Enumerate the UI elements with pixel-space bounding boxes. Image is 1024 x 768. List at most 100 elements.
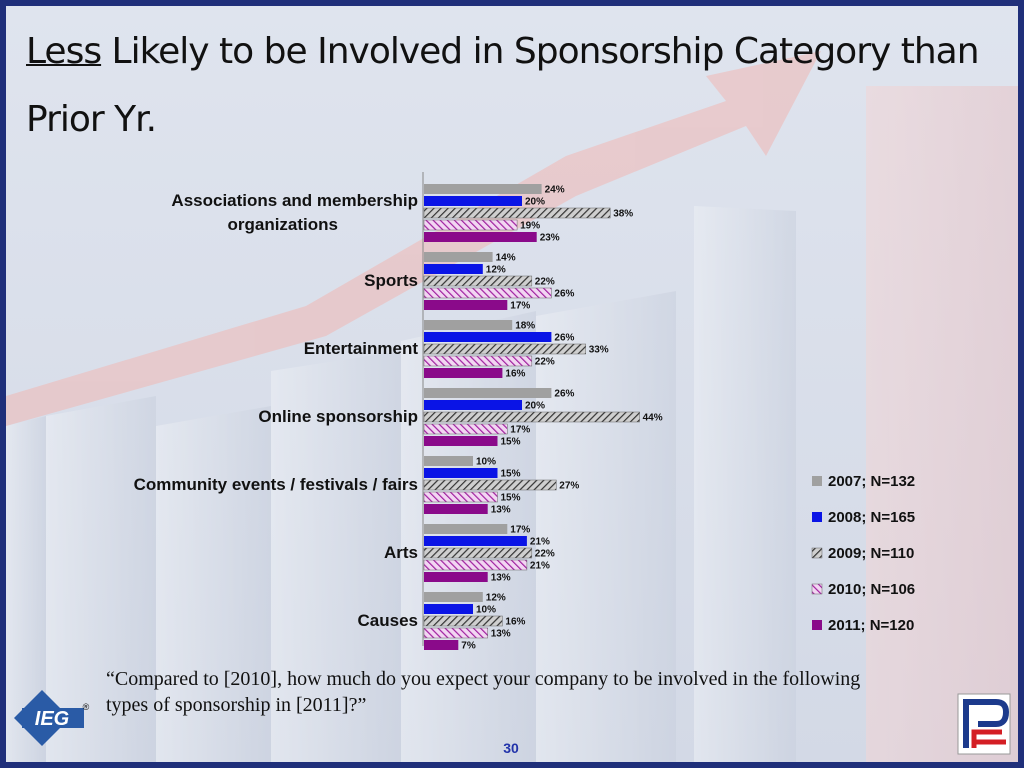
bar-online-sponsorship-2011-n-120 [424,436,498,446]
data-label: 19% [520,221,540,232]
data-label: 23% [540,233,560,244]
bar-entertainment-2011-n-120 [424,368,503,378]
bar-sports-2009-n-110 [423,275,533,287]
bar-chart: 24%20%38%19%23%14%12%22%26%17%18%26%33%2… [134,172,915,652]
data-label: 33% [589,345,609,356]
bar-sports-2011-n-120 [424,300,508,310]
slide: Less Likely to be Involved in Sponsorshi… [6,6,1018,762]
bar-online-sponsorship-2010-n-106 [423,423,508,435]
data-label: 15% [501,469,521,480]
title-rest: Likely to be Involved in Sponsorship Cat… [26,31,980,140]
survey-question: “Compared to [2010], how much do you exp… [106,668,861,716]
data-label: 26% [554,289,574,300]
data-label: 21% [530,561,550,572]
data-label: 17% [510,301,530,312]
legend-swatch [812,620,822,630]
title-underlined-word: Less [26,31,102,72]
bar-entertainment-2007-n-132 [424,320,513,330]
bar-arts-2007-n-132 [424,524,508,534]
data-label: 10% [476,605,496,616]
ieg-logo-registered-mark: ® [83,702,90,712]
bar-causes-2011-n-120 [424,640,459,650]
background-graphic [6,51,1018,762]
data-label: 26% [554,389,574,400]
bar-associations-and-membership-organizations-2010-n-106 [423,219,518,231]
bar-associations-and-membership-organizations-2008-n-165 [424,196,522,206]
data-label: 22% [535,277,555,288]
bar-associations-and-membership-organizations-2009-n-110 [423,207,611,219]
bar-causes-2009-n-110 [423,615,503,627]
data-label: 38% [613,209,633,220]
bar-arts-2008-n-165 [424,536,527,546]
bar-community-events-festivals-fairs-2010-n-106 [423,491,498,503]
data-label: 16% [505,369,525,380]
data-label: 20% [525,401,545,412]
bar-online-sponsorship-2008-n-165 [424,400,522,410]
bar-online-sponsorship-2007-n-132 [424,388,552,398]
category-label: Arts [384,543,418,562]
legend-label: 2007; N=132 [828,473,915,490]
data-label: 10% [476,457,496,468]
bar-entertainment-2009-n-110 [423,343,586,355]
data-label: 24% [545,185,565,196]
data-label: 17% [510,425,530,436]
data-label: 22% [535,549,555,560]
data-label: 21% [530,537,550,548]
category-label: Online sponsorship [258,407,418,426]
bar-arts-2010-n-106 [423,559,528,571]
legend-label: 2008; N=165 [828,509,915,526]
category-label: Associations and membership organizations [171,191,418,234]
legend: 2007; N=132 2008; N=165 2009; N=110 2010; N… [811,473,915,634]
legend-label: 2009; N=110 [828,545,914,562]
page-number: 30 [503,740,519,756]
legend-label: 2010; N=106 [828,581,915,598]
data-label: 14% [496,253,516,264]
category-label: Causes [358,611,418,630]
legend-swatch [811,547,823,559]
bar-causes-2007-n-132 [424,592,483,602]
data-label: 27% [559,481,579,492]
bar-entertainment-2010-n-106 [423,355,533,367]
data-label: 12% [486,265,506,276]
legend-swatch [812,512,822,522]
ieg-logo-text: IEG [35,708,69,730]
bar-community-events-festivals-fairs-2008-n-165 [424,468,498,478]
bar-entertainment-2008-n-165 [424,332,552,342]
legend-swatch [811,583,823,595]
bar-sports-2007-n-132 [424,252,493,262]
data-label: 16% [505,617,525,628]
legend-swatch [812,476,822,486]
bar-community-events-festivals-fairs-2011-n-120 [424,504,488,514]
category-label: Community events / festivals / fairs [134,475,418,494]
data-label: 12% [486,593,506,604]
data-label: 18% [515,321,535,332]
data-label: 15% [501,437,521,448]
slide-title: Less Likely to be Involved in Sponsorshi… [26,18,1006,154]
data-label: 20% [525,197,545,208]
data-label: 13% [491,573,511,584]
bar-causes-2010-n-106 [423,627,488,639]
ieg-logo: IEG ® [14,690,90,746]
bar-associations-and-membership-organizations-2011-n-120 [424,232,537,242]
bar-online-sponsorship-2009-n-110 [423,411,640,423]
bar-sports-2008-n-165 [424,264,483,274]
bar-community-events-festivals-fairs-2007-n-132 [424,456,473,466]
bar-arts-2011-n-120 [424,572,488,582]
bar-arts-2009-n-110 [423,547,533,559]
bar-associations-and-membership-organizations-2007-n-132 [424,184,542,194]
data-label: 17% [510,525,530,536]
bar-causes-2008-n-165 [424,604,473,614]
data-label: 7% [461,641,476,652]
publisher-logo [957,693,1011,755]
data-label: 13% [491,629,511,640]
data-label: 22% [535,357,555,368]
data-label: 26% [554,333,574,344]
category-label: Sports [364,271,418,290]
bar-community-events-festivals-fairs-2009-n-110 [423,479,557,491]
bar-sports-2010-n-106 [423,287,552,299]
data-label: 13% [491,505,511,516]
data-label: 15% [501,493,521,504]
category-label: Entertainment [304,339,419,358]
legend-label: 2011; N=120 [828,617,914,634]
data-label: 44% [643,413,663,424]
